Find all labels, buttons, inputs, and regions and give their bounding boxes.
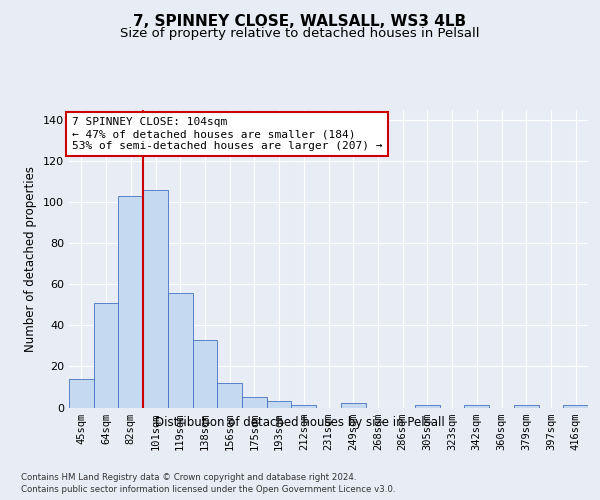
Text: Distribution of detached houses by size in Pelsall: Distribution of detached houses by size …: [155, 416, 445, 429]
Bar: [242, 397, 267, 407]
Text: Size of property relative to detached houses in Pelsall: Size of property relative to detached ho…: [120, 28, 480, 40]
Bar: [292, 406, 316, 407]
Bar: [341, 404, 365, 407]
Bar: [267, 402, 292, 407]
Bar: [94, 303, 118, 408]
Text: Contains HM Land Registry data © Crown copyright and database right 2024.: Contains HM Land Registry data © Crown c…: [21, 472, 356, 482]
Bar: [217, 383, 242, 407]
Bar: [168, 292, 193, 408]
Bar: [464, 406, 489, 407]
Text: 7 SPINNEY CLOSE: 104sqm
← 47% of detached houses are smaller (184)
53% of semi-d: 7 SPINNEY CLOSE: 104sqm ← 47% of detache…: [71, 118, 382, 150]
Bar: [563, 406, 588, 407]
Bar: [118, 196, 143, 408]
Text: Contains public sector information licensed under the Open Government Licence v3: Contains public sector information licen…: [21, 485, 395, 494]
Bar: [143, 190, 168, 408]
Y-axis label: Number of detached properties: Number of detached properties: [25, 166, 37, 352]
Bar: [193, 340, 217, 407]
Text: 7, SPINNEY CLOSE, WALSALL, WS3 4LB: 7, SPINNEY CLOSE, WALSALL, WS3 4LB: [133, 14, 467, 29]
Bar: [415, 406, 440, 407]
Bar: [514, 406, 539, 407]
Bar: [69, 379, 94, 408]
